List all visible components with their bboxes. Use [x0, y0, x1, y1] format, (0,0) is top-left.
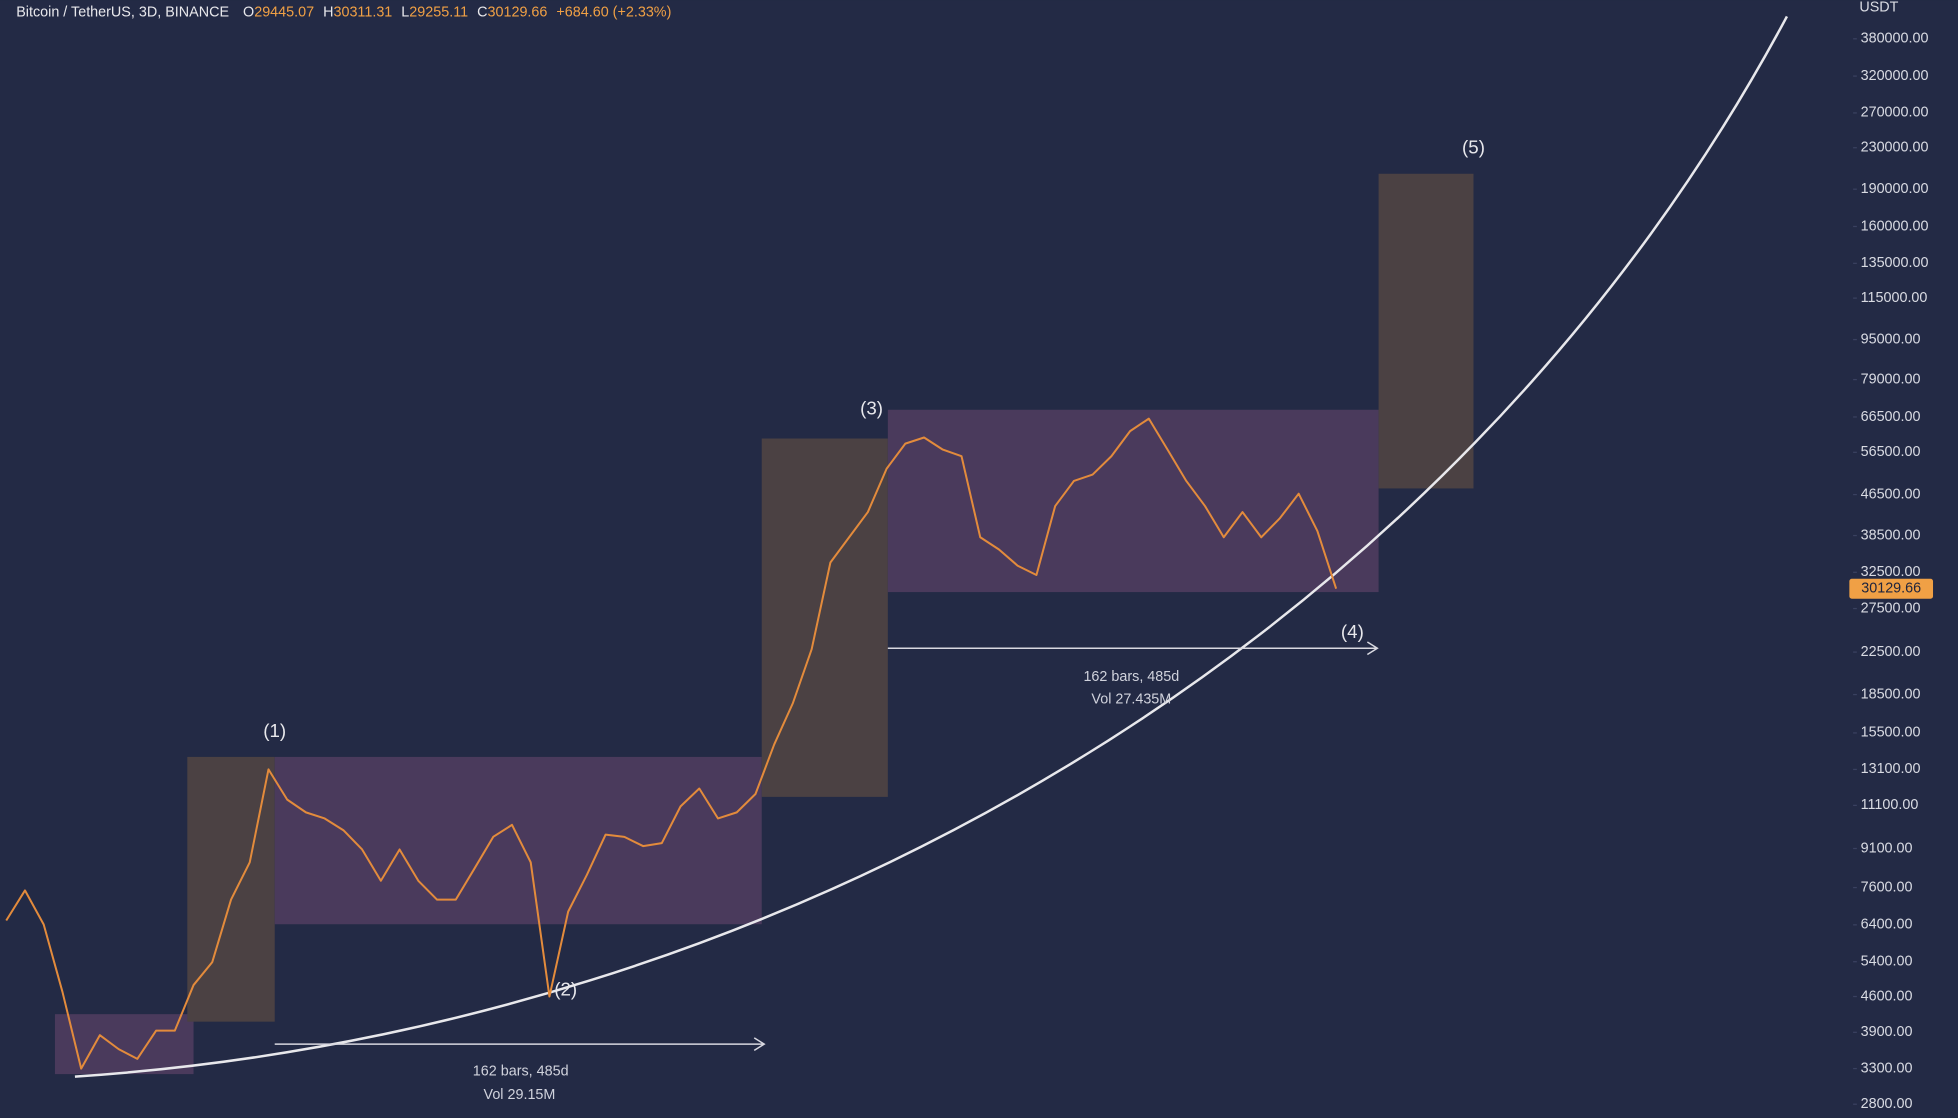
y-tick-label: 6400.00 — [1861, 917, 1913, 933]
measure-volume: Vol 29.15M — [484, 1087, 556, 1103]
range-box — [274, 756, 762, 925]
y-tick-label: 18500.00 — [1861, 686, 1921, 702]
ohlc-label: C — [477, 4, 487, 20]
price-line — [5, 417, 1338, 1070]
y-tick-label: 4600.00 — [1861, 988, 1913, 1004]
symbol: Bitcoin / TetherUS, 3D, BINANCE — [16, 4, 229, 20]
measure-bars: 162 bars, 485d — [473, 1063, 569, 1079]
y-tick-label: 115000.00 — [1861, 290, 1928, 306]
y-tick-label: 135000.00 — [1861, 255, 1929, 271]
y-tick-label: 66500.00 — [1861, 409, 1921, 425]
measure-arrow — [274, 1037, 766, 1052]
y-tick-label: 160000.00 — [1861, 218, 1929, 234]
y-tick-label: 270000.00 — [1861, 105, 1929, 121]
ohlc-value: 29445.07 — [254, 4, 314, 20]
y-tick-label: 380000.00 — [1861, 31, 1929, 47]
axis-unit: USDT — [1859, 0, 1898, 15]
y-tick-label: 5400.00 — [1861, 954, 1913, 970]
y-tick-label: 13100.00 — [1861, 761, 1921, 777]
ohlc-label: H — [323, 4, 333, 20]
y-tick-label: 15500.00 — [1861, 725, 1921, 741]
range-box — [54, 1014, 194, 1075]
measure-arrows — [274, 641, 1379, 1052]
y-tick-label: 3300.00 — [1861, 1060, 1913, 1076]
wave-label: (1) — [263, 720, 286, 741]
wave-label: (5) — [1462, 137, 1485, 158]
y-tick-label: 320000.00 — [1861, 68, 1929, 84]
wave-label: (2) — [554, 978, 577, 999]
y-tick-label: 190000.00 — [1861, 181, 1929, 197]
y-tick-label: 22500.00 — [1861, 644, 1921, 660]
y-tick-label: 38500.00 — [1861, 527, 1921, 543]
measure-volume: Vol 27.435M — [1091, 691, 1171, 707]
y-tick-label: 27500.00 — [1861, 600, 1921, 616]
y-tick-label: 95000.00 — [1861, 331, 1921, 347]
measure-bars: 162 bars, 485d — [1083, 669, 1179, 685]
impulse-box — [1378, 173, 1474, 489]
ohlc-label: O — [243, 4, 254, 20]
impulse-box — [761, 438, 888, 797]
y-tick-label: 2800.00 — [1861, 1096, 1913, 1112]
trend-curve — [74, 15, 1789, 1078]
y-tick-label: 46500.00 — [1861, 486, 1921, 502]
range-box — [887, 409, 1379, 593]
y-tick-label: 79000.00 — [1861, 371, 1921, 387]
last-price-label: 30129.66 — [1861, 581, 1921, 597]
y-tick-label: 56500.00 — [1861, 444, 1921, 460]
y-tick-label: 11100.00 — [1861, 797, 1919, 813]
ohlc-label: L — [401, 4, 409, 20]
y-tick-label: 230000.00 — [1861, 140, 1929, 156]
ohlc-value: 30311.31 — [333, 4, 392, 20]
y-tick-label: 3900.00 — [1861, 1024, 1913, 1040]
wave-label: (3) — [860, 398, 883, 419]
wave-label: (4) — [1341, 621, 1364, 642]
ohlc-value: 29255.11 — [409, 4, 468, 20]
measure-arrow — [887, 641, 1379, 656]
impulse-box — [187, 756, 275, 1022]
change: +684.60 (+2.33%) — [556, 4, 671, 20]
y-tick-label: 9100.00 — [1861, 840, 1913, 856]
y-tick-label: 32500.00 — [1861, 564, 1921, 580]
zones — [54, 173, 1474, 1075]
legend-header: Bitcoin / TetherUS, 3D, BINANCE O29445.0… — [16, 4, 671, 20]
last-price-tag — [1849, 578, 1934, 599]
y-tick-label: 7600.00 — [1861, 879, 1913, 895]
ohlc-value: 30129.66 — [488, 4, 548, 20]
plot — [5, 417, 1338, 1070]
